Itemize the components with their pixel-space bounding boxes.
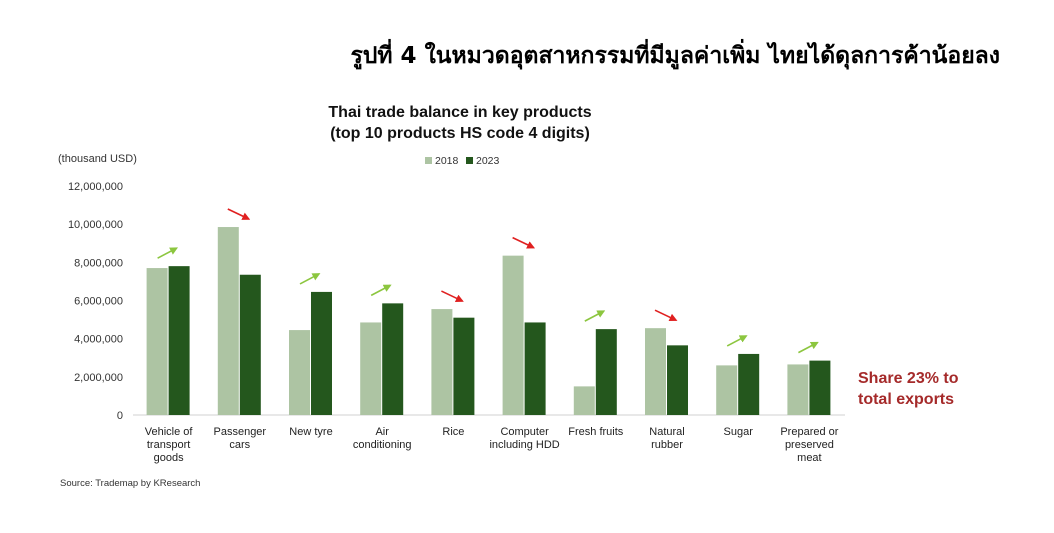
chart-title-line-2: (top 10 products HS code 4 digits): [330, 125, 590, 142]
category-label: rubber: [651, 439, 683, 451]
y-tick-label: 0: [117, 410, 123, 422]
bar-2018: [573, 386, 595, 415]
bar-2018: [431, 309, 453, 415]
share-note-line-2: total exports: [858, 391, 954, 408]
bar-2023: [524, 322, 546, 415]
trend-up-arrow: [370, 284, 392, 297]
category-label: Air: [375, 426, 389, 438]
category-label: Sugar: [724, 426, 754, 438]
legend: 2018 2023: [425, 155, 500, 167]
bar-2018: [502, 255, 524, 415]
category-label: New tyre: [289, 426, 332, 438]
share-note-line-1: Share 23% to: [858, 370, 959, 387]
category-label: preserved: [785, 439, 834, 451]
category-label: Natural: [649, 426, 684, 438]
category-label: Passenger: [214, 426, 267, 438]
category-label: goods: [154, 452, 184, 464]
trend-up-arrow: [299, 273, 321, 285]
category-label: Vehicle of: [145, 426, 194, 438]
bar-2023: [453, 317, 475, 415]
legend-swatch-2018: [425, 157, 432, 164]
trend-up-arrow: [726, 335, 748, 347]
trend-down-arrow: [227, 208, 251, 220]
y-tick-label: 2,000,000: [74, 372, 123, 384]
bar-2023: [311, 291, 332, 415]
category-label: Fresh fruits: [568, 426, 624, 438]
bar-2023: [738, 353, 760, 415]
unit-label: (thousand USD): [58, 153, 137, 165]
y-tick-label: 8,000,000: [74, 257, 123, 269]
y-tick-label: 12,000,000: [68, 181, 123, 193]
bar-2023: [667, 345, 688, 415]
category-label: transport: [147, 439, 190, 451]
bar-2023: [809, 360, 831, 415]
legend-label-2018: 2018: [435, 155, 459, 167]
category-label: including HDD: [489, 439, 559, 451]
bar-2023: [382, 303, 404, 415]
bar-2018: [716, 365, 738, 415]
category-label: Rice: [442, 426, 464, 438]
trend-down-arrow: [441, 290, 464, 302]
bar-2018: [217, 227, 239, 415]
trend-up-arrow: [584, 310, 606, 322]
legend-label-2023: 2023: [476, 155, 500, 167]
y-tick-label: 4,000,000: [74, 334, 123, 346]
bar-2018: [146, 268, 168, 415]
category-label: Computer: [500, 426, 549, 438]
bar-2023: [239, 274, 261, 415]
source-note: Source: Trademap by KResearch: [60, 478, 200, 489]
trend-up-arrow: [157, 247, 179, 259]
category-label: Prepared or: [780, 426, 838, 438]
trend-down-arrow: [512, 236, 536, 249]
y-tick-label: 10,000,000: [68, 219, 123, 231]
legend-swatch-2023: [466, 157, 473, 164]
trend-up-arrow: [798, 341, 819, 354]
bar-2023: [595, 329, 617, 415]
y-tick-label: 6,000,000: [74, 296, 123, 308]
category-label: cars: [229, 439, 250, 451]
chart-title-line-1: Thai trade balance in key products: [328, 104, 591, 121]
y-axis-ticks: 0 2,000,000 4,000,000 6,000,000 8,000,000 10,…: [68, 181, 123, 422]
category-label: meat: [797, 452, 821, 464]
trend-down-arrow: [654, 309, 678, 322]
bar-2023: [168, 266, 190, 415]
bars: [146, 227, 831, 415]
bar-2018: [787, 364, 809, 415]
bar-2018: [645, 328, 666, 415]
bar-2018: [360, 322, 382, 415]
bar-2018: [289, 330, 310, 415]
category-label: conditioning: [353, 439, 412, 451]
page-headline: รูปที่ 4 ในหมวดอุตสาหกรรมที่มีมูลค่าเพิ่…: [350, 43, 1000, 69]
trend-arrows: [157, 208, 819, 354]
